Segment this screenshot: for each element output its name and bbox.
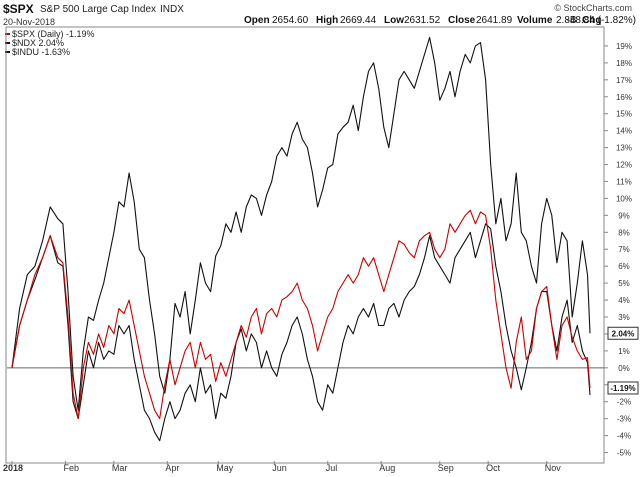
- y-tick-label: 9%: [618, 211, 630, 220]
- y-tick-label: 8%: [618, 228, 630, 237]
- end-label-box: [607, 326, 639, 340]
- chg-label: Chg: [582, 15, 601, 26]
- y-tick-label: 13%: [616, 144, 632, 153]
- y-tick-label: 14%: [616, 127, 632, 136]
- y-tick-label: -3%: [617, 415, 631, 424]
- series-line-ndx: [11, 36, 591, 411]
- plot-frame: [5, 26, 605, 464]
- y-tick-label: -4%: [617, 432, 631, 441]
- y-axis: -5%-4%-3%-2%-1%0%1%2%3%4%5%6%7%8%9%10%11…: [604, 42, 632, 458]
- symbol: $SPX: [3, 2, 34, 16]
- y-tick-label: 16%: [616, 93, 632, 102]
- y-tick-label: 17%: [616, 76, 632, 85]
- ohlc-readout: Open 2654.60 High 2669.44 Low 2631.52 Cl…: [244, 15, 636, 26]
- open-label: Open: [244, 15, 270, 26]
- volume-value: 2.8B: [556, 15, 577, 26]
- legend-entry-indu: $INDU -1.63%: [12, 47, 70, 57]
- stockcharts-credit: © StockCharts.com: [554, 3, 632, 13]
- end-label-box: [607, 381, 639, 395]
- close-label: Close: [448, 15, 476, 26]
- y-tick-label: 12%: [616, 161, 632, 170]
- y-tick-label: 3%: [618, 313, 630, 322]
- x-tick-label: 2018: [3, 463, 23, 473]
- legend: $SPX (Daily) -1.19% $NDX 2.04% $INDU -1.…: [5, 29, 95, 57]
- exchange: INDX: [160, 4, 184, 15]
- index-name: S&P 500 Large Cap Index: [40, 4, 156, 15]
- high-label: High: [316, 15, 338, 26]
- x-tick-label: Apr: [165, 463, 179, 473]
- x-tick-label: Aug: [379, 463, 395, 473]
- end-label-text: 2.04%: [612, 329, 635, 338]
- high-value: 2669.44: [340, 15, 377, 26]
- open-value: 2654.60: [272, 15, 309, 26]
- close-value: 2641.89: [476, 15, 513, 26]
- y-tick-label: 15%: [616, 110, 632, 119]
- series-line-spx: [11, 209, 591, 420]
- x-tick-label: Jun: [272, 463, 287, 473]
- y-tick-label: -5%: [617, 449, 631, 458]
- chg-value: -48.84 (-1.82%): [567, 15, 636, 26]
- x-tick-label: Feb: [63, 463, 79, 473]
- series-lines: [11, 36, 591, 442]
- low-value: 2631.52: [404, 15, 441, 26]
- y-tick-label: 1%: [618, 347, 630, 356]
- y-tick-label: 18%: [616, 59, 632, 68]
- y-tick-label: 10%: [616, 194, 632, 203]
- series-line-indu: [11, 223, 591, 442]
- legend-entry-ndx: $NDX 2.04%: [12, 38, 64, 48]
- low-label: Low: [384, 15, 404, 26]
- volume-label: Volume: [517, 15, 553, 26]
- y-tick-label: 4%: [618, 296, 630, 305]
- y-tick-label: -2%: [617, 398, 631, 407]
- y-tick-label: 7%: [618, 245, 630, 254]
- chart-date: 20-Nov-2018: [3, 17, 55, 27]
- legend-entry-spx: $SPX (Daily) -1.19%: [12, 29, 95, 39]
- end-label-text: -1.19%: [610, 384, 635, 393]
- x-tick-label: Nov: [545, 463, 562, 473]
- y-tick-label: 0%: [618, 364, 630, 373]
- y-tick-label: 19%: [616, 42, 632, 51]
- x-tick-label: Oct: [486, 463, 501, 473]
- y-tick-label: 5%: [618, 279, 630, 288]
- end-value-labels: 2.04% -1.19%: [607, 326, 639, 395]
- x-tick-label: Jul: [326, 463, 338, 473]
- x-tick-label: Sep: [438, 463, 454, 473]
- x-tick-label: May: [216, 463, 234, 473]
- y-tick-label: 11%: [616, 177, 631, 186]
- x-tick-label: Mar: [112, 463, 128, 473]
- x-axis: 2018 Feb Mar Apr May Jun Jul Aug Sep Oct Nov: [3, 461, 561, 473]
- y-tick-label: 6%: [618, 262, 630, 271]
